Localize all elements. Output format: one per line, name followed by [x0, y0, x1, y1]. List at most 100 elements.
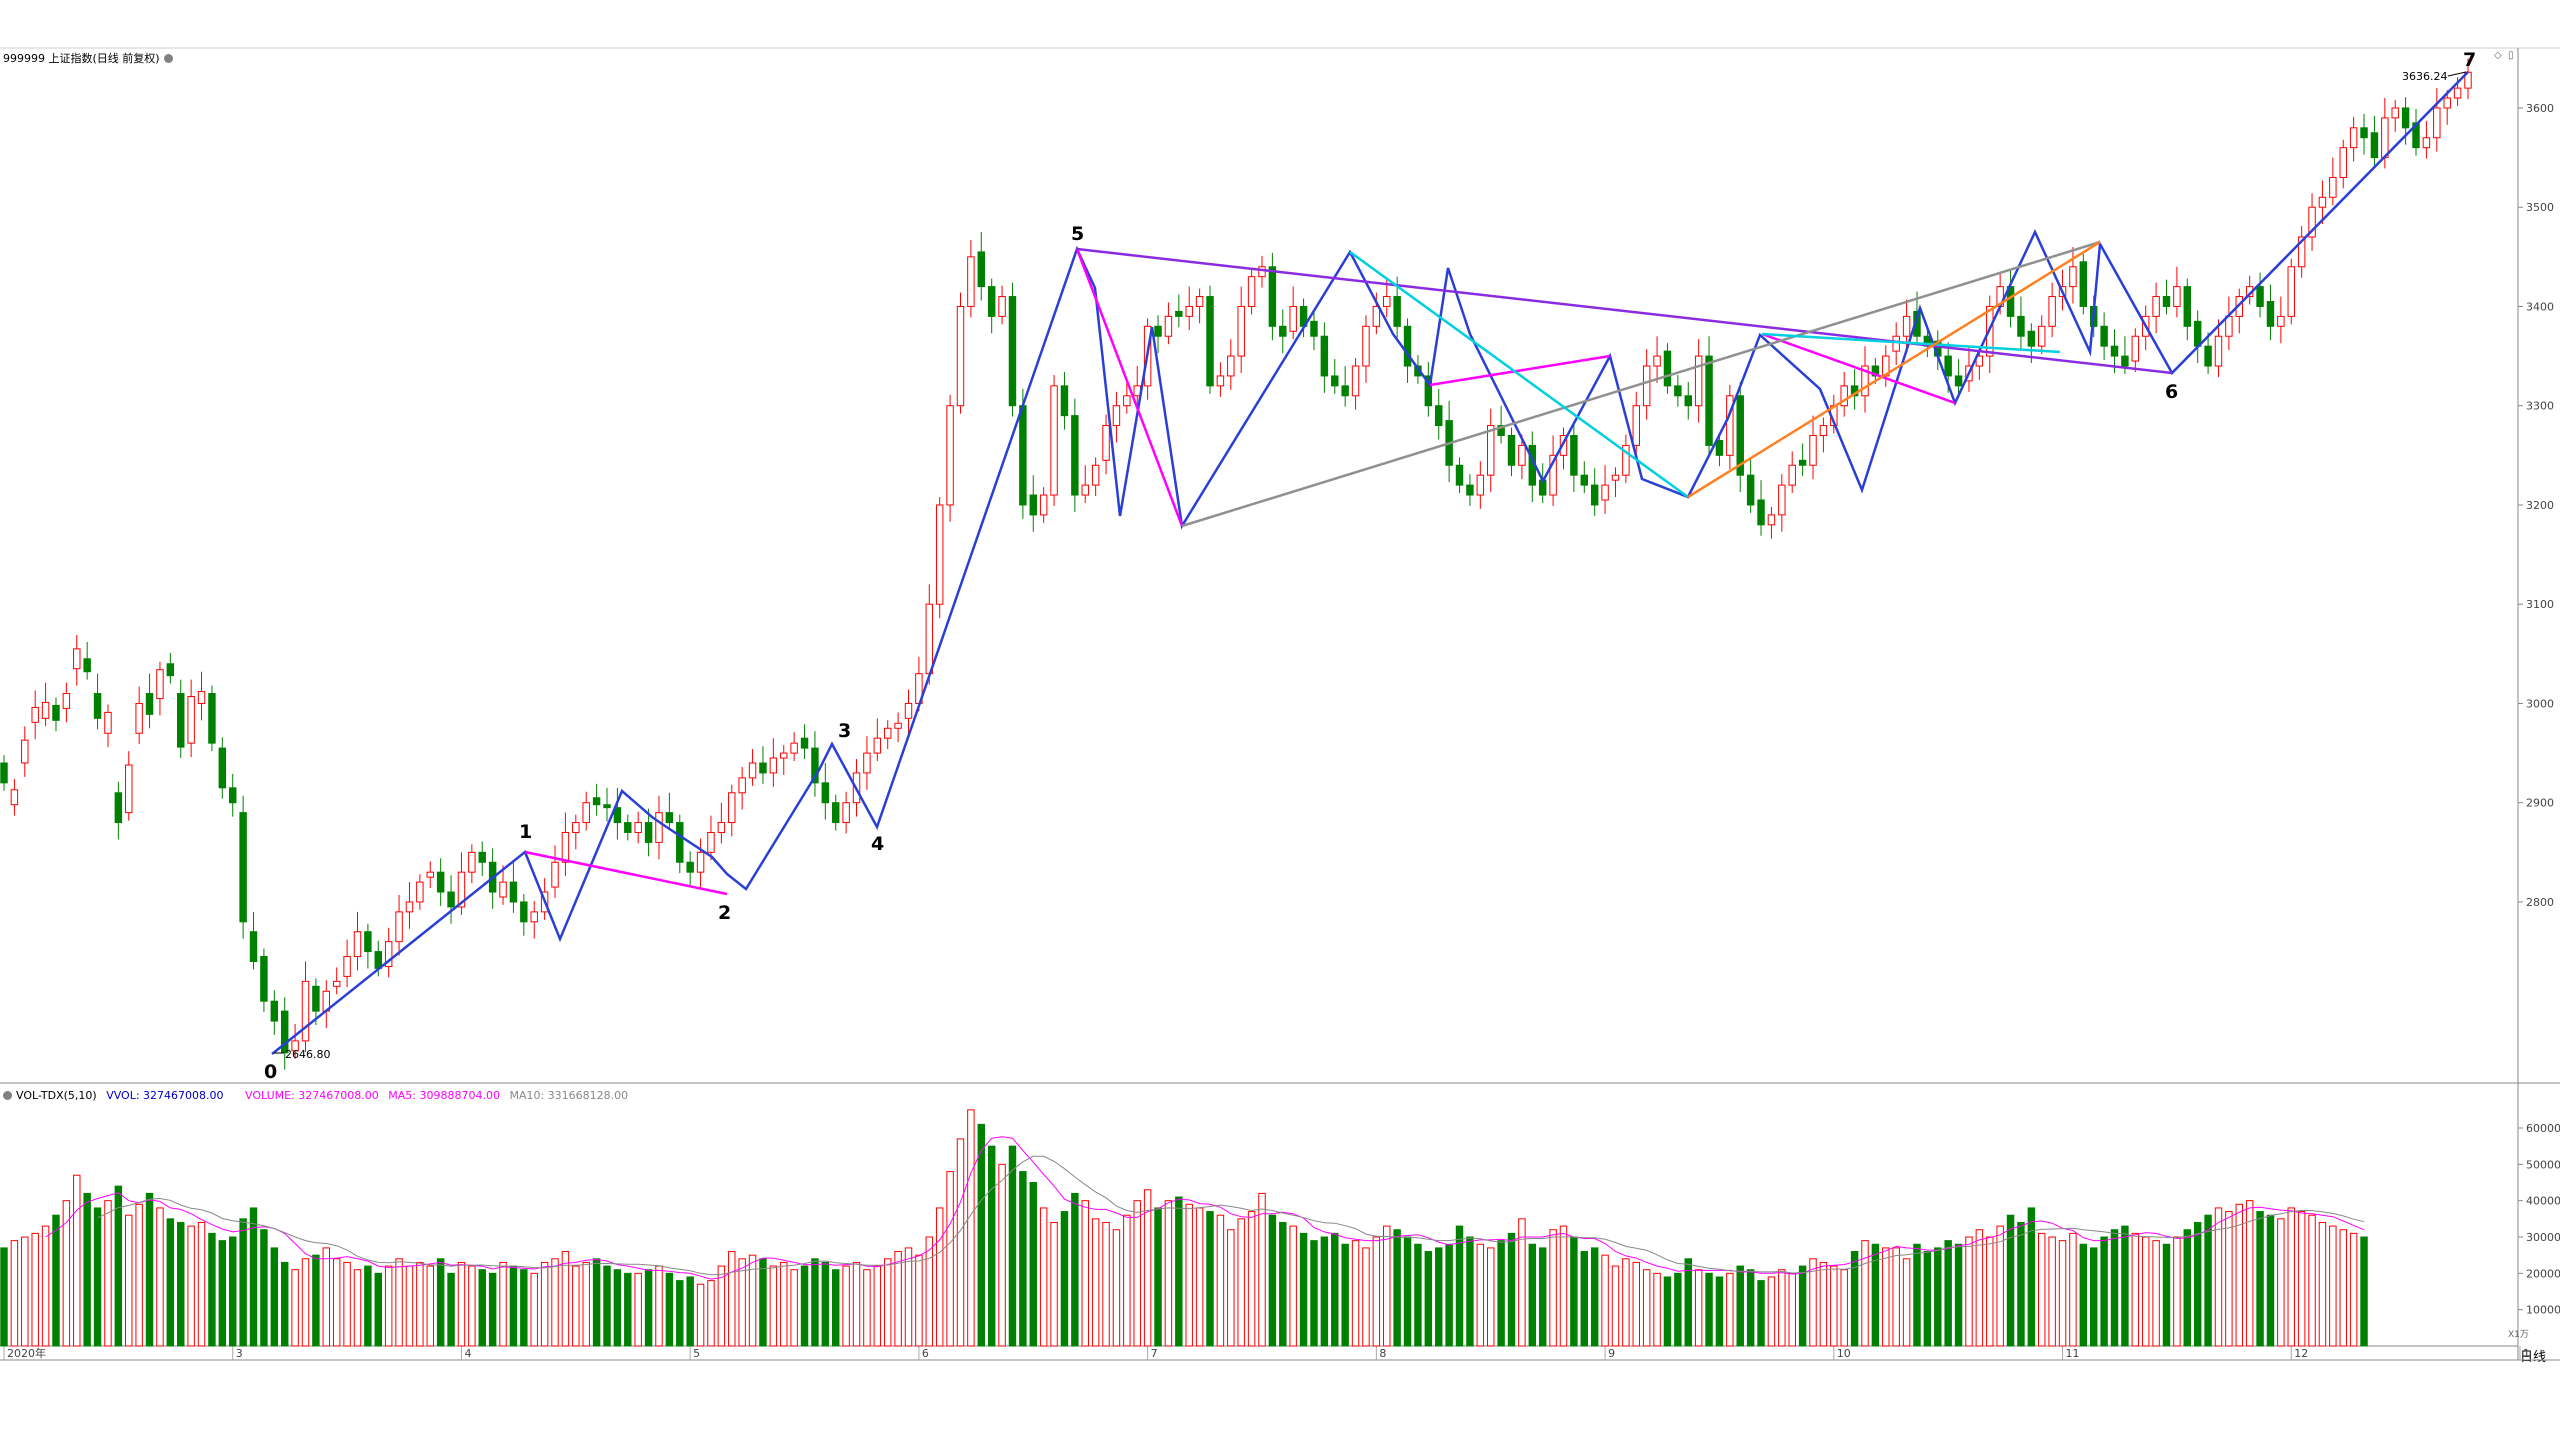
volume-bar — [2162, 1243, 2171, 1347]
candle — [2443, 97, 2451, 109]
volume-indicator-name: VOL-TDX(5,10) — [16, 1089, 97, 1102]
candle — [1590, 484, 1599, 506]
candle — [2381, 117, 2389, 159]
wave-label-3: 3 — [838, 720, 851, 742]
volume-bar — [1882, 1247, 1890, 1347]
volume-bar — [1518, 1218, 1526, 1347]
volume-bar — [1258, 1192, 1266, 1347]
volume-bar — [1102, 1221, 1110, 1347]
candle — [2287, 266, 2295, 317]
wave-label-2: 2 — [718, 902, 731, 924]
volume-bar — [1039, 1207, 1048, 1347]
candle — [748, 762, 757, 779]
volume-bar — [468, 1265, 476, 1347]
volume-bar — [624, 1272, 632, 1347]
candle — [1289, 305, 1297, 332]
candle — [821, 782, 830, 804]
vol-tick-label-3: 40000 — [2526, 1195, 2560, 1208]
candle — [956, 305, 965, 407]
candle — [1154, 325, 1162, 337]
volume-bar — [1237, 1218, 1245, 1347]
price-tick-label-7: 3500 — [2526, 201, 2554, 214]
volume-bar — [301, 1258, 310, 1347]
volume-bar — [374, 1272, 383, 1347]
volume-bar — [1019, 1171, 1027, 1347]
candle — [1424, 375, 1433, 407]
cyan-line-1 — [1349, 250, 1689, 499]
candle — [738, 777, 746, 794]
candle — [582, 802, 590, 824]
vvol-value: VVOL: 327467008.00 — [106, 1089, 224, 1102]
volume-bar — [1154, 1207, 1162, 1347]
candle — [197, 691, 206, 704]
candle — [1674, 385, 1682, 397]
panel-toggle-icon[interactable]: ▯ — [2508, 50, 2514, 61]
price-tick-label-4: 3200 — [2526, 499, 2554, 512]
volume-settings-icon[interactable] — [3, 1091, 12, 1100]
volume-bar — [2204, 1214, 2212, 1347]
volume-bar — [2048, 1236, 2056, 1347]
candle — [2339, 147, 2347, 178]
candle — [1123, 395, 1131, 407]
volume-bar — [1746, 1269, 1755, 1347]
candle — [2193, 320, 2202, 347]
volume-bar — [1726, 1272, 1734, 1347]
volume-bar — [540, 1261, 549, 1347]
volume-bar — [1185, 1203, 1193, 1347]
volume-bar — [218, 1240, 227, 1347]
low-annotation: 2646.80 — [274, 1048, 331, 1061]
volume-bar — [1694, 1269, 1703, 1347]
volume-bar — [1663, 1276, 1672, 1347]
volume-bar — [2287, 1207, 2295, 1347]
period-label[interactable]: 日线 — [2520, 1350, 2547, 1365]
volume-bar — [2308, 1214, 2316, 1347]
candle — [1653, 355, 1661, 367]
info-icon[interactable] — [163, 54, 173, 63]
volume-bar — [1538, 1247, 1547, 1347]
volume-bar — [1902, 1258, 1911, 1347]
candle — [800, 737, 809, 749]
volume-bar — [1767, 1276, 1776, 1347]
candle — [457, 871, 466, 908]
volume-bar — [1965, 1236, 1973, 1347]
candle — [780, 752, 788, 759]
candle — [2079, 261, 2088, 307]
candle — [1341, 385, 1349, 397]
volume-ma10-line — [97, 1155, 2365, 1276]
x-label-9: 11 — [2066, 1347, 2080, 1360]
volume-bar — [1143, 1189, 1152, 1347]
candle — [1840, 385, 1848, 407]
candle — [1746, 474, 1755, 506]
candle — [1237, 305, 1245, 357]
volume-bar — [395, 1258, 403, 1347]
candle — [2266, 301, 2275, 327]
volume-bar — [447, 1272, 455, 1347]
volume-bar — [41, 1225, 50, 1347]
candle — [1362, 325, 1370, 367]
wave-label-0: 0 — [264, 1061, 277, 1083]
candle — [624, 822, 632, 833]
candle — [811, 747, 819, 784]
volume-bar — [1871, 1243, 1880, 1347]
candle — [2183, 286, 2192, 327]
candle — [2204, 345, 2212, 367]
ma10-value: MA10: 331668128.00 — [509, 1089, 629, 1102]
volume-bar — [1071, 1192, 1079, 1347]
volume-bar — [1414, 1243, 1422, 1347]
x-label-2: 4 — [464, 1347, 471, 1360]
candle — [1112, 405, 1121, 427]
volume-bar — [2038, 1232, 2046, 1347]
volume-bar — [852, 1261, 861, 1347]
diamond-icon[interactable]: ◇ — [2494, 50, 2502, 61]
candle — [1393, 296, 1401, 327]
candle — [2329, 176, 2337, 198]
candle — [894, 722, 902, 729]
volume-bar — [0, 1247, 8, 1347]
price-tick-label-8: 3600 — [2526, 102, 2554, 115]
volume-bar — [125, 1214, 133, 1347]
candle — [1175, 310, 1183, 317]
candle — [1279, 325, 1287, 337]
vol-tick-label-5: 60000 — [2526, 1122, 2560, 1135]
candle — [1476, 474, 1485, 496]
